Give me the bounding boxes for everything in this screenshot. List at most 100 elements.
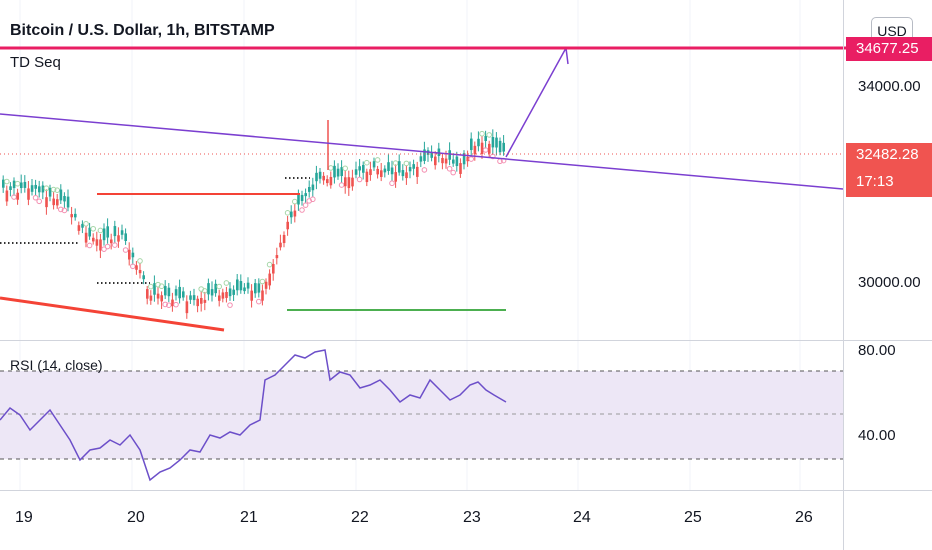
time-axis-label: 26 [795, 509, 813, 526]
candle-body [275, 255, 279, 259]
candle-body [160, 295, 163, 302]
candle-body [48, 187, 52, 197]
candle-body [131, 252, 135, 258]
candle-body [149, 295, 153, 301]
time-axis-label: 20 [127, 509, 145, 526]
candle-body [441, 157, 444, 164]
candle-body [196, 298, 199, 307]
td-seq-mark [130, 263, 136, 270]
candle-body [326, 179, 329, 184]
candle-body [268, 273, 271, 286]
candle-body [38, 186, 41, 193]
time-axis-label: 25 [684, 509, 702, 526]
last-price-tag: 32482.28 [846, 143, 932, 167]
td-seq-mark [202, 288, 208, 294]
candle-body [329, 176, 333, 186]
candle-body [63, 196, 66, 202]
candle-body [401, 170, 405, 177]
candle-body [362, 164, 365, 173]
candle-body [110, 239, 113, 244]
td-seq-mark [83, 220, 89, 227]
candle-body [59, 189, 63, 201]
td-seq-mark [223, 280, 230, 286]
td-seq-mark [338, 182, 345, 188]
td-seq-mark [104, 243, 111, 250]
td-seq-mark [403, 160, 410, 167]
price-chart[interactable] [0, 0, 932, 340]
td-seq-mark [482, 147, 489, 153]
candle-body [452, 159, 455, 164]
candle-body [351, 177, 354, 187]
candle-body [207, 283, 210, 295]
candle-body [113, 226, 117, 237]
candle-body [304, 193, 307, 197]
time-axis-label: 22 [351, 509, 369, 526]
pane-divider[interactable] [0, 340, 932, 341]
candle-body [462, 153, 466, 165]
td-seq-mark [58, 206, 64, 213]
candle-body [5, 190, 9, 202]
rsi-label[interactable]: RSI (14, close) [10, 357, 103, 373]
candle-body [423, 149, 426, 161]
candle-body [250, 290, 253, 301]
td-seq-mark [392, 160, 399, 166]
candle-body [174, 289, 178, 296]
rsi-chart[interactable] [0, 340, 932, 490]
candle-body [437, 148, 441, 156]
chart-title: Bitcoin / U.S. Dollar, 1h, BITSTAMP [10, 22, 275, 39]
candle-body [232, 289, 235, 295]
candle-body [171, 299, 174, 307]
candle-body [56, 199, 59, 206]
td-seq-mark [173, 301, 179, 308]
candle-body [495, 137, 498, 148]
candle-body [484, 135, 487, 141]
candle-body [203, 299, 207, 303]
td-seq-mark [328, 165, 334, 171]
candle-body [448, 150, 451, 160]
candle-body [333, 165, 336, 178]
td-seq-mark [389, 180, 395, 187]
candle-body [412, 164, 415, 169]
time-axis-divider [0, 490, 932, 491]
td-seq-mark [227, 302, 233, 308]
candle-body [102, 228, 106, 241]
td-seq-mark [61, 207, 68, 214]
candle-body [221, 292, 225, 299]
candle-body [214, 283, 217, 294]
candle-body [455, 156, 459, 167]
candle-body [178, 286, 181, 299]
countdown-tag: 17:13 [846, 167, 932, 197]
candle-body [185, 301, 189, 314]
td-seq-mark [299, 207, 305, 213]
candle-body [408, 167, 412, 172]
td-seq-mark [302, 202, 309, 208]
td-seq-mark [166, 302, 172, 309]
candle-body [477, 138, 480, 147]
candle-body [77, 225, 81, 231]
candle-body [74, 213, 77, 218]
td-seq-mark [50, 186, 57, 193]
td-seq-mark [356, 176, 363, 183]
candle-body [365, 171, 369, 183]
candle-body [383, 168, 387, 173]
candle-body [261, 290, 264, 301]
candle-body [254, 283, 257, 294]
td-seq-mark [97, 227, 104, 234]
candle-body [189, 295, 192, 300]
candle-body [369, 169, 372, 176]
td-seq-mark [486, 132, 493, 138]
indicator-label[interactable]: TD Seq [10, 54, 61, 71]
target-price-tag: 34677.25 [846, 37, 932, 61]
candle-body [236, 279, 239, 291]
candle-body [297, 193, 300, 205]
candle-body [419, 156, 423, 162]
candle-body [243, 287, 246, 292]
candle-body [20, 182, 23, 189]
td-seq-mark [468, 156, 475, 162]
td-seq-mark [292, 198, 298, 205]
candle-body [192, 295, 196, 301]
candle-body [488, 143, 491, 154]
candle-body [45, 197, 48, 208]
candle-body [470, 138, 473, 151]
candle-body [16, 192, 19, 200]
